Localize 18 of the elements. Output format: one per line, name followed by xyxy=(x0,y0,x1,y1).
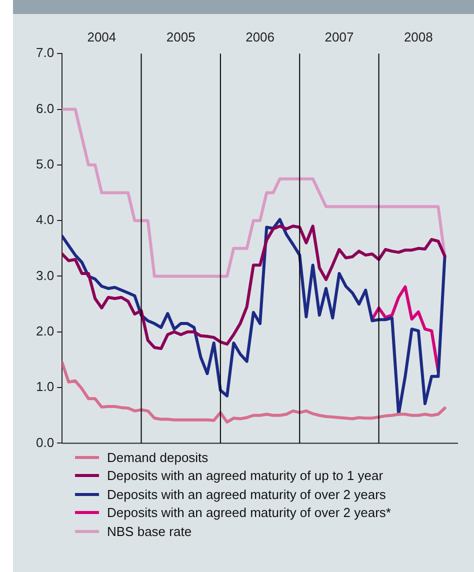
x-tick-label: 2004 xyxy=(87,29,116,44)
legend-label: Deposits with an agreed maturity of over 2 years* xyxy=(107,505,391,520)
x-tick-label: 2005 xyxy=(166,29,196,44)
y-tick-label: 3.0 xyxy=(36,268,54,283)
legend-label: Deposits with an agreed maturity of up to 1 year xyxy=(107,468,384,484)
legend-label: Demand deposits xyxy=(107,450,208,465)
y-tick-label: 6.0 xyxy=(36,100,54,116)
x-tick-label: 2008 xyxy=(404,29,433,44)
y-tick-label: 0.0 xyxy=(36,434,54,450)
x-tick-label: 2007 xyxy=(324,29,354,44)
y-tick-label: 5.0 xyxy=(36,156,54,172)
y-tick-label: 4.0 xyxy=(36,212,54,228)
legend-label: Deposits with an agreed maturity of over 2 years xyxy=(107,486,386,502)
x-tick-label: 2006 xyxy=(246,29,274,44)
y-tick-label: 2.0 xyxy=(36,323,54,338)
y-tick-label: 7.0 xyxy=(36,45,54,60)
y-tick-label: 1.0 xyxy=(36,379,54,394)
legend-label: NBS base rate xyxy=(107,524,192,539)
